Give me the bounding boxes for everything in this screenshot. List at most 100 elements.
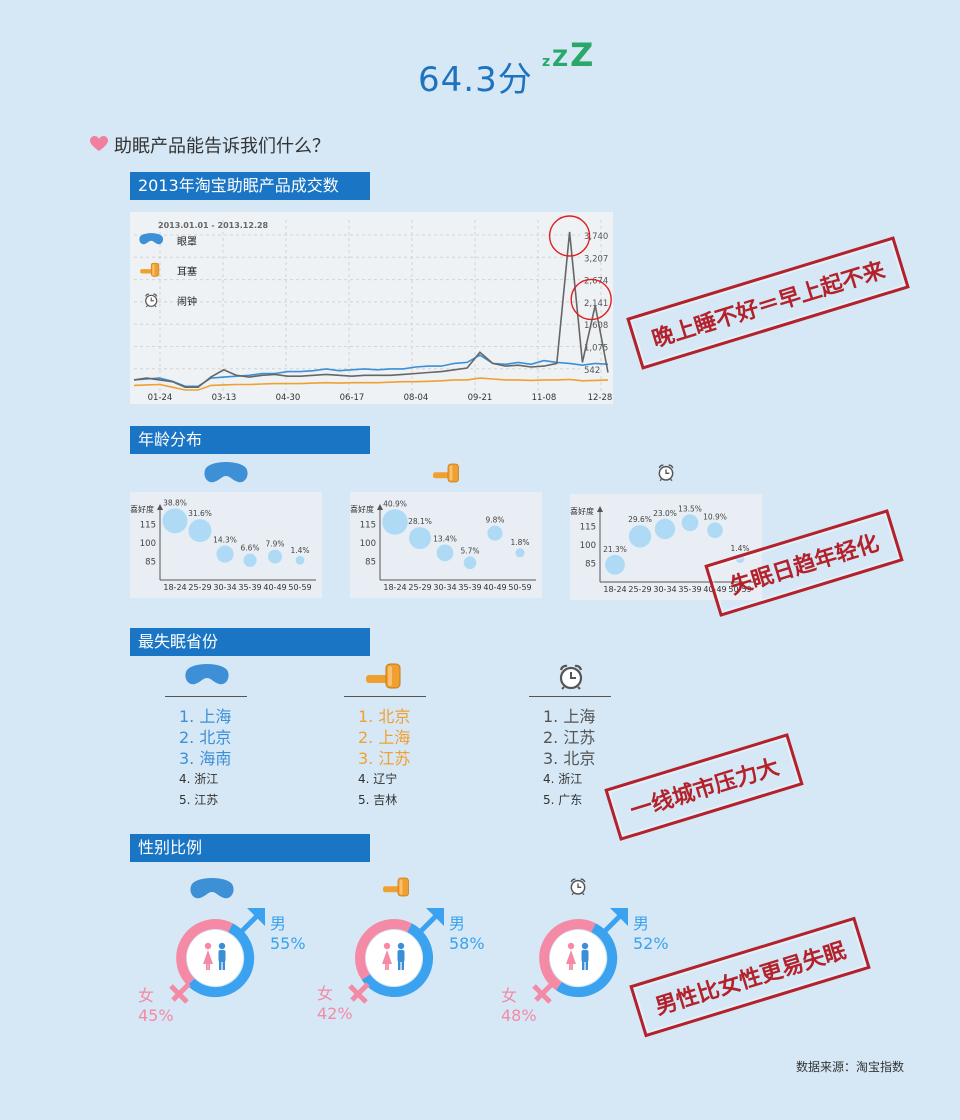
donut-segment-male [187, 923, 255, 998]
province-ranking-0: 1. 上海 2. 北京 3. 海南 4. 浙江 5. 江苏 [179, 706, 231, 811]
y-axis-label: 喜好度 [350, 504, 374, 514]
female-person-body [203, 950, 213, 964]
province-top-item: 2. 上海 [358, 728, 411, 747]
male-person-icon [397, 942, 405, 950]
male-person-body [397, 950, 405, 962]
legend-label: 耳塞 [177, 265, 197, 278]
x-tick-label: 03-13 [212, 393, 237, 403]
eye-mask-icon [185, 664, 229, 685]
x-tick-label: 25-29 [628, 585, 651, 594]
bubble-share-label: 6.6% [240, 544, 259, 553]
zzz-icon: zZZ [542, 36, 595, 74]
province-rest-item: 5. 广东 [543, 793, 583, 807]
female-label: 女 [138, 986, 155, 1005]
male-label: 男 [449, 914, 466, 933]
earplug-icon [383, 877, 409, 897]
male-symbol-icon [603, 914, 622, 933]
y-tick-label: 100 [140, 539, 156, 549]
zzz-large: Z [570, 36, 594, 74]
x-tick-label: 30-34 [653, 585, 676, 594]
x-tick-label: 35-39 [238, 583, 261, 592]
y-axis-arrow [377, 504, 383, 510]
bubble-share-label: 1.4% [730, 544, 749, 553]
section-title-gender: 性别比例 [130, 834, 370, 862]
male-person-icon [581, 942, 589, 950]
donut-segment-male [361, 923, 434, 998]
x-tick-label: 30-34 [433, 583, 456, 592]
male-person-body [218, 950, 226, 962]
age-bubble [628, 525, 652, 548]
heart-icon [90, 136, 108, 151]
x-tick-label: 18-24 [603, 585, 626, 594]
x-tick-label: 40-49 [483, 583, 506, 592]
province-rest-item: 4. 浙江 [543, 772, 583, 786]
x-tick-label: 04-30 [276, 393, 301, 403]
age-bubble [382, 509, 408, 535]
province-top-item: 3. 北京 [543, 749, 596, 768]
female-share-label: 女 45% [138, 986, 174, 1026]
male-arrow-head [247, 908, 265, 926]
age-bubble [409, 527, 431, 550]
y-tick-label: 85 [585, 560, 596, 570]
bubble-share-label: 38.8% [163, 498, 187, 507]
age-bubble [654, 518, 676, 540]
bubble-share-label: 14.3% [213, 536, 237, 545]
male-share-label: 男 52% [633, 914, 669, 954]
age-bubble [487, 525, 503, 541]
male-person-icon [218, 942, 226, 950]
female-person-body [382, 950, 392, 964]
female-percent: 45% [138, 1006, 174, 1025]
x-tick-label: 50-59 [288, 583, 311, 592]
peak-highlight-circle [548, 215, 591, 257]
trend-chart-panel: 3,740 3,207 2,674 2,141 1,608 1,075 542 2013.01… [130, 212, 613, 404]
male-symbol-icon [419, 914, 438, 933]
date-range-label: 2013.01.01 - 2013.12.28 [158, 221, 269, 230]
province-top-item: 3. 江苏 [358, 749, 411, 768]
bubble-share-label: 10.9% [703, 512, 727, 521]
legend-icon [140, 262, 160, 277]
donut-segment-female [539, 919, 596, 991]
age-bubble [295, 555, 305, 565]
donut-segment-male [556, 923, 618, 998]
section-title-age: 年龄分布 [130, 426, 370, 454]
series-line-耳塞 [133, 377, 609, 391]
x-tick-label: 09-21 [468, 393, 493, 403]
earplug-icon [433, 463, 459, 483]
donut-segment-female [176, 919, 233, 986]
age-bubble [436, 544, 454, 562]
x-tick-label: 18-24 [383, 583, 406, 592]
y-tick-label: 2,141 [584, 299, 608, 309]
eye-mask-icon [190, 878, 234, 899]
x-tick-label: 35-39 [678, 585, 701, 594]
bubble-share-label: 13.5% [678, 504, 702, 513]
female-percent: 48% [501, 1006, 537, 1025]
x-tick-label: 30-34 [213, 583, 236, 592]
x-tick-label: 40-49 [263, 583, 286, 592]
bubble-share-label: 1.4% [290, 546, 309, 555]
bubble-share-label: 29.6% [628, 515, 652, 524]
y-tick-label: 1,075 [584, 344, 608, 354]
age-bubble [605, 554, 625, 575]
bubble-share-label: 28.1% [408, 517, 432, 526]
female-person-body [566, 950, 576, 964]
male-arrow-head [426, 908, 444, 926]
section-title-trend: 2013年淘宝助眠产品成交数 [130, 172, 370, 200]
bubble-share-label: 40.9% [383, 499, 407, 508]
y-axis-arrow [157, 504, 163, 510]
y-tick-label: 100 [580, 541, 596, 551]
age-bubble [162, 508, 188, 534]
y-tick-label: 85 [145, 558, 156, 568]
question-heading: 助眠产品能告诉我们什么？ [114, 136, 330, 157]
male-share-label: 男 58% [449, 914, 485, 954]
y-axis-label: 喜好度 [570, 506, 594, 516]
age-chart-alarm: 喜好度 115 100 85 18-24 21.3% 25-29 29.6% 30-34 23.0… [570, 494, 762, 600]
province-top-item: 1. 上海 [179, 707, 232, 726]
alarm-clock-icon [658, 464, 674, 482]
female-label: 女 [317, 984, 334, 1003]
x-tick-label: 12-28 [588, 393, 613, 403]
province-rest-item: 5. 吉林 [358, 793, 398, 807]
bubble-share-label: 7.9% [265, 540, 284, 549]
province-divider [529, 696, 611, 697]
stamp-province: 一线城市压力大 [604, 733, 804, 841]
bubble-share-label: 5.7% [460, 546, 479, 555]
